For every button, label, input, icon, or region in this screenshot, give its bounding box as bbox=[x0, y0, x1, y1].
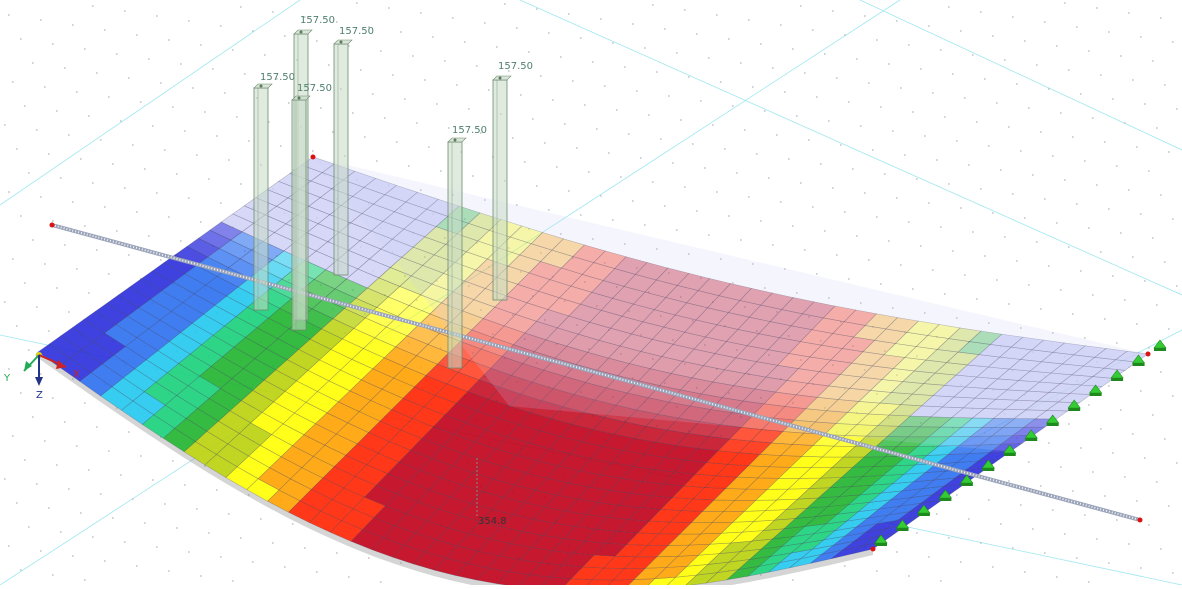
support-symbol bbox=[895, 519, 910, 531]
load-column: 157.50 bbox=[447, 125, 487, 369]
load-value-label: 157.50 bbox=[498, 61, 533, 72]
support-symbol bbox=[874, 534, 888, 546]
deformed-slab[interactable] bbox=[37, 156, 1149, 589]
deflection-marker: 354.8 bbox=[476, 458, 507, 527]
support-symbol bbox=[1131, 354, 1146, 366]
slab-node bbox=[310, 154, 316, 160]
support-symbol bbox=[1024, 429, 1038, 441]
line-supports[interactable] bbox=[874, 339, 1167, 546]
load-value-label: 157.50 bbox=[260, 72, 295, 83]
support-symbol bbox=[1088, 384, 1103, 396]
support-symbol bbox=[1067, 399, 1081, 411]
load-column: 157.50 bbox=[291, 83, 332, 331]
deflection-value-label: 354.8 bbox=[478, 516, 507, 527]
support-symbol bbox=[917, 504, 931, 516]
load-column: 157.50 bbox=[333, 26, 374, 276]
load-column: 157.50 bbox=[253, 72, 295, 311]
load-column: 157.50 bbox=[492, 61, 533, 301]
support-symbol bbox=[1003, 444, 1017, 456]
support-symbol bbox=[981, 459, 995, 471]
slab-nodes[interactable] bbox=[310, 154, 1151, 552]
axis-y-label: Y bbox=[3, 373, 11, 384]
slab-node bbox=[1145, 351, 1151, 357]
axis-z-label: Z bbox=[36, 390, 43, 401]
support-symbol bbox=[938, 489, 953, 501]
load-value-label: 157.50 bbox=[297, 83, 332, 94]
support-symbol bbox=[960, 474, 974, 486]
load-value-label: 157.50 bbox=[452, 125, 487, 136]
support-symbol bbox=[1046, 414, 1060, 426]
center-beam[interactable] bbox=[49, 222, 1143, 523]
axis-x-label: X bbox=[73, 369, 80, 380]
coordinate-axes-icon: X Y Z bbox=[3, 351, 80, 401]
slab-node bbox=[870, 546, 876, 552]
load-value-label: 157.50 bbox=[300, 15, 335, 26]
support-symbol bbox=[1110, 369, 1124, 381]
load-value-label: 157.50 bbox=[339, 26, 374, 37]
support-symbol bbox=[1153, 339, 1167, 351]
